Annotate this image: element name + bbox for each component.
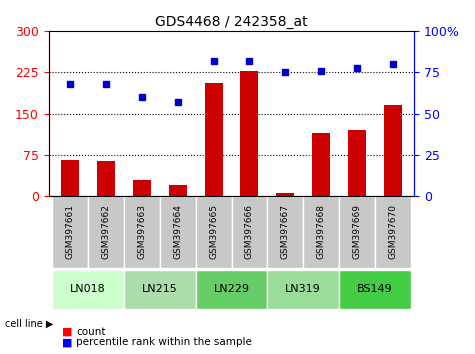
Text: GSM397670: GSM397670	[389, 204, 398, 259]
Bar	[348, 130, 366, 196]
Text: LN229: LN229	[213, 284, 249, 294]
Text: GSM397663: GSM397663	[137, 204, 146, 259]
Text: GSM397667: GSM397667	[281, 204, 290, 259]
Text: GSM397661: GSM397661	[66, 204, 75, 259]
FancyBboxPatch shape	[52, 270, 124, 309]
Text: GSM397662: GSM397662	[102, 204, 111, 259]
Bar	[169, 185, 187, 196]
Text: count: count	[76, 326, 105, 337]
Text: ■: ■	[62, 326, 72, 337]
Text: GSM397664: GSM397664	[173, 204, 182, 259]
FancyBboxPatch shape	[375, 196, 411, 268]
FancyBboxPatch shape	[124, 196, 160, 268]
FancyBboxPatch shape	[339, 196, 375, 268]
Text: GSM397669: GSM397669	[352, 204, 361, 259]
Text: LN215: LN215	[142, 284, 178, 294]
Text: GSM397665: GSM397665	[209, 204, 218, 259]
FancyBboxPatch shape	[267, 196, 303, 268]
Bar	[240, 71, 258, 196]
FancyBboxPatch shape	[160, 196, 196, 268]
Text: LN319: LN319	[285, 284, 321, 294]
Text: GSM397668: GSM397668	[317, 204, 326, 259]
Bar	[133, 180, 151, 196]
FancyBboxPatch shape	[88, 196, 124, 268]
FancyBboxPatch shape	[196, 196, 231, 268]
Bar	[97, 161, 115, 196]
Title: GDS4468 / 242358_at: GDS4468 / 242358_at	[155, 15, 308, 29]
Text: cell line ▶: cell line ▶	[5, 319, 53, 329]
Bar	[384, 105, 402, 196]
Text: ■: ■	[62, 337, 72, 347]
Bar	[205, 84, 222, 196]
FancyBboxPatch shape	[231, 196, 267, 268]
Bar	[61, 160, 79, 196]
Bar	[276, 193, 294, 196]
Text: percentile rank within the sample: percentile rank within the sample	[76, 337, 252, 347]
FancyBboxPatch shape	[52, 196, 88, 268]
FancyBboxPatch shape	[303, 196, 339, 268]
Text: GSM397666: GSM397666	[245, 204, 254, 259]
FancyBboxPatch shape	[196, 270, 267, 309]
Text: LN018: LN018	[70, 284, 106, 294]
FancyBboxPatch shape	[124, 270, 196, 309]
FancyBboxPatch shape	[339, 270, 411, 309]
Bar	[312, 133, 330, 196]
Text: BS149: BS149	[357, 284, 393, 294]
FancyBboxPatch shape	[267, 270, 339, 309]
